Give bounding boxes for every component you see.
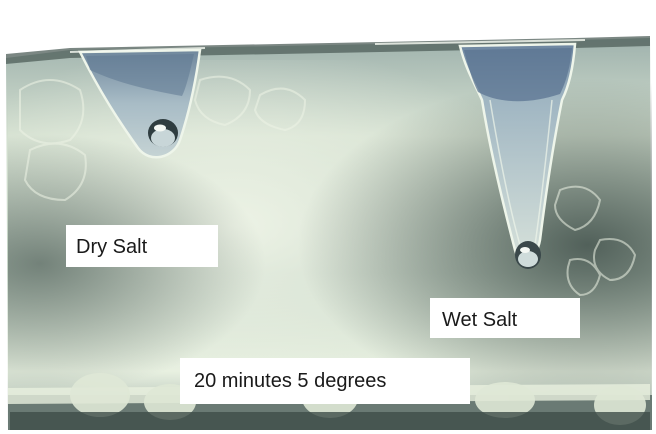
dry-salt-label: Dry Salt [66, 225, 218, 267]
conditions-caption: 20 minutes 5 degrees [180, 358, 470, 404]
wet-salt-label: Wet Salt [430, 298, 580, 338]
